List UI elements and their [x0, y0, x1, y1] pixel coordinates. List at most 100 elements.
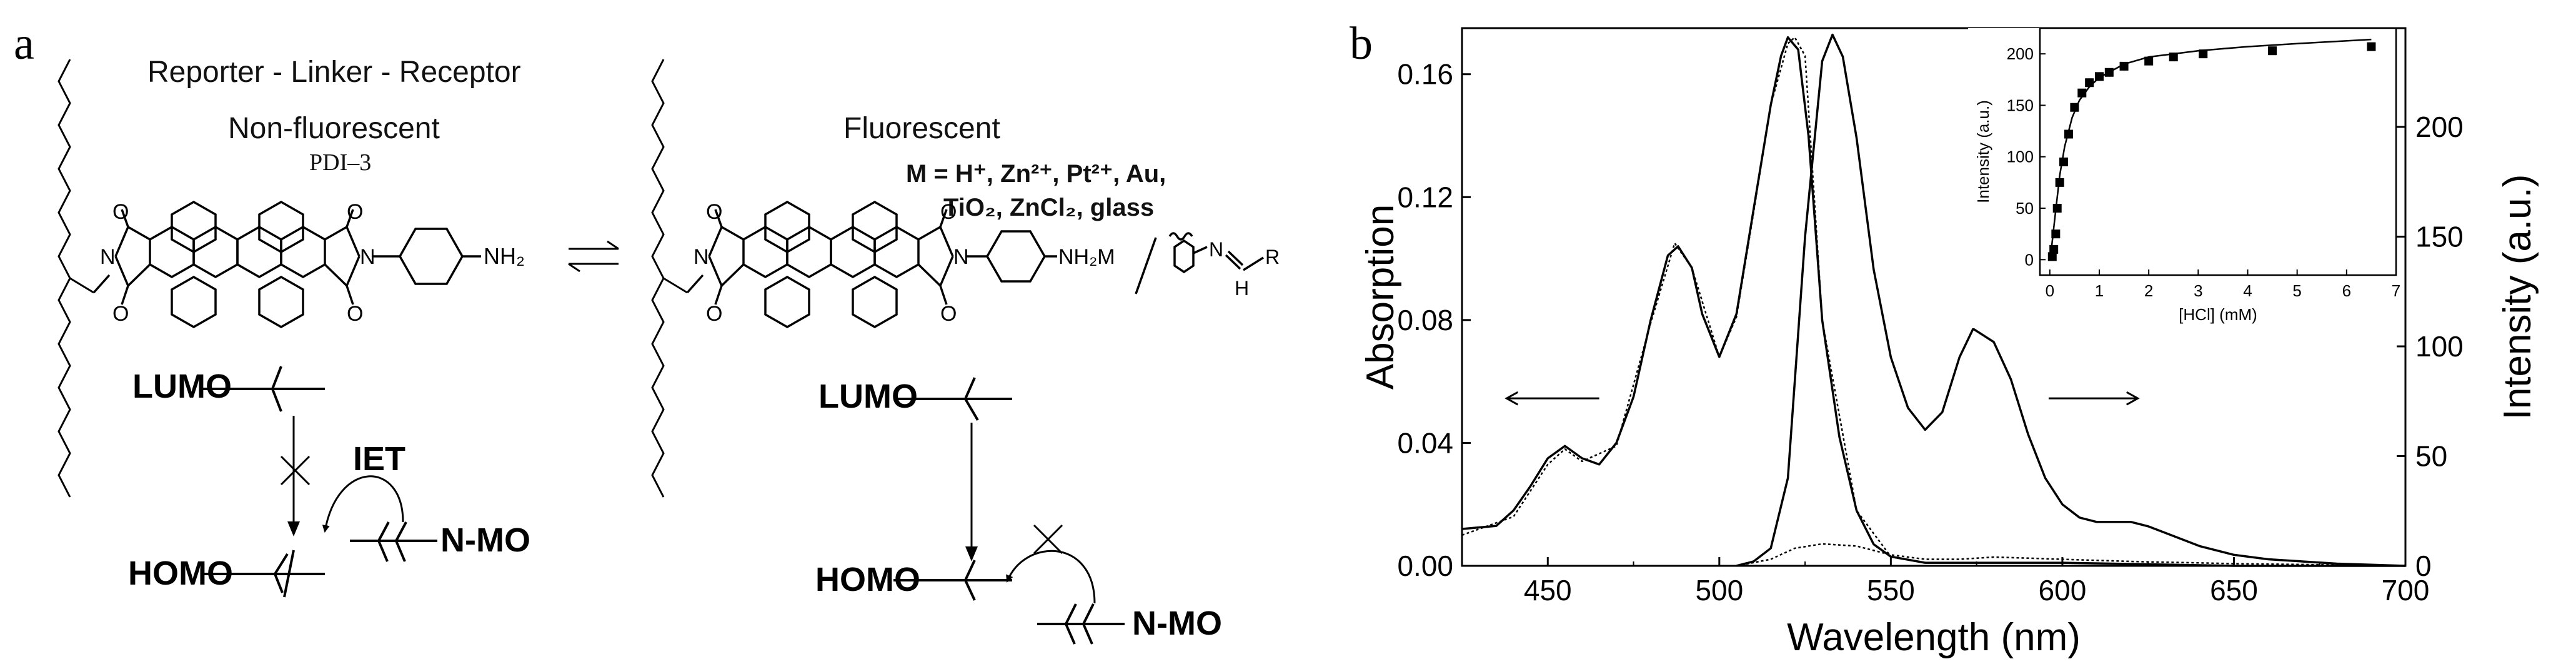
y-axis-label: Absorption [1359, 204, 1402, 390]
energy-diagram-right [893, 377, 1125, 645]
imine-r-label: R [1265, 246, 1280, 268]
equilibrium-arrows [568, 240, 619, 273]
inset-plot: 0 1 2 3 4 5 6 7 0 50 100 150 200 [HCl] (mM) Intensity … [1968, 27, 2400, 328]
right-axis-arrowhead [2126, 391, 2140, 406]
x-tick-label: 500 [1695, 574, 1743, 606]
x-tick-label: 450 [1524, 574, 1572, 606]
inset-y-tick-label: 200 [2007, 44, 2034, 63]
carbonyl-o-6: O [706, 302, 722, 326]
inset-data-point [2059, 157, 2068, 166]
inset-data-point [2049, 244, 2059, 254]
scheme-drawing: O O O O N N NH₂ [57, 59, 1280, 645]
inset-y-axis-label: Intensity (a.u.) [1974, 100, 1992, 203]
inset-data-point [2085, 78, 2094, 88]
inset-y-tick-label: 150 [2007, 96, 2034, 114]
inset-data-point [2055, 178, 2064, 187]
imide-n-3: N [694, 245, 709, 269]
nh2-label: NH₂ [484, 243, 525, 269]
metals-line-1: M = H⁺, Zn²⁺, Pt²⁺, Au, [906, 160, 1166, 188]
carbonyl-o-8: O [940, 302, 957, 326]
imine-n-label: N [1209, 238, 1223, 261]
imine-h-label: H [1235, 277, 1249, 299]
inset-x-axis-label: [HCl] (mM) [2179, 305, 2257, 324]
nmo-label-right: N-MO [1132, 605, 1222, 642]
homo-label-left: HOMO [128, 555, 233, 592]
y2-tick-label: 100 [2415, 330, 2464, 363]
carbonyl-o-4: O [347, 302, 363, 326]
lumo-label-left: LUMO [132, 368, 232, 405]
spectra-chart: 450 500 550 600 650 7000.000.040.080.120.1605… [1359, 27, 2539, 659]
panel-a: a Reporter - Linker - Receptor Non-fluor… [14, 18, 1280, 645]
y-tick-label: 0.12 [1397, 181, 1453, 213]
inset-data-point [2104, 68, 2114, 77]
inset-data-point [2169, 53, 2178, 62]
main-plot: 450 500 550 600 650 7000.000.040.080.120.1605… [1359, 27, 2539, 659]
y2-tick-label: 0 [2415, 550, 2432, 582]
inset-y-tick-label: 100 [2007, 148, 2034, 166]
alkyl-chain-right [651, 59, 665, 498]
pdi-molecule-right [686, 200, 1264, 329]
imide-n-4: N [953, 245, 969, 269]
nmo-label-left: N-MO [440, 521, 530, 559]
y2-tick-label: 200 [2415, 111, 2464, 143]
imide-n-1: N [100, 245, 116, 269]
inset-y-tick-label: 50 [2016, 199, 2034, 218]
inset-data-point [2268, 46, 2277, 56]
inset-x-tick-label: 2 [2144, 281, 2153, 300]
compound-label: PDI–3 [309, 149, 372, 176]
inset-data-point [2064, 129, 2073, 139]
homo-label-right: HOMO [815, 561, 920, 598]
lumo-label-right: LUMO [818, 378, 918, 415]
x-tick-label: 700 [2382, 574, 2430, 606]
right-state-label: Fluorescent [843, 112, 1000, 145]
inset-fit-curve [2050, 38, 2372, 255]
x-tick-label: 650 [2210, 574, 2258, 606]
x-axis-label: Wavelength (nm) [1787, 616, 2081, 659]
inset-x-tick-label: 1 [2095, 281, 2104, 300]
nh2m-label: NH₂M [1058, 245, 1115, 269]
imide-n-2: N [360, 245, 375, 269]
scheme-title: Reporter - Linker - Receptor [147, 56, 521, 89]
carbonyl-o-5: O [706, 200, 722, 224]
y-tick-label: 0.08 [1397, 304, 1453, 336]
y2-axis-label: Intensity (a.u.) [2496, 174, 2539, 420]
inset-data-point [2047, 252, 2057, 261]
carbonyl-o-3: O [347, 200, 363, 224]
inset-x-tick-label: 6 [2342, 281, 2351, 300]
metals-line-2: TiO₂, ZnCl₂, glass [943, 194, 1155, 221]
series-line-4 [1736, 543, 2406, 567]
panel-a-label: a [14, 18, 34, 69]
inset-data-point [2051, 229, 2061, 239]
y-tick-label: 0.00 [1397, 550, 1453, 582]
inset-data-point [2367, 42, 2376, 51]
inset-data-point [2199, 49, 2208, 59]
inset-data-point [2144, 56, 2154, 66]
inset-x-tick-label: 5 [2292, 281, 2301, 300]
inset-data-point [2070, 103, 2079, 112]
panel-b-label: b [1350, 18, 1373, 69]
series-line-3 [1461, 36, 1926, 564]
y-tick-label: 0.16 [1397, 58, 1453, 91]
pdi-molecule-left [92, 200, 481, 329]
inset-x-tick-label: 0 [2046, 281, 2054, 300]
series-line-2 [1736, 33, 2406, 567]
inset-frame [2039, 27, 2397, 276]
left-state-label: Non-fluorescent [228, 112, 440, 145]
plot-frame [1461, 27, 2407, 567]
inset-background [1968, 28, 2396, 328]
x-tick-label: 550 [1867, 574, 1915, 606]
y2-tick-label: 150 [2415, 220, 2464, 253]
inset-y-tick-label: 0 [2025, 250, 2034, 269]
inset-x-tick-label: 3 [2194, 281, 2202, 300]
x-tick-label: 600 [2039, 574, 2087, 606]
inset-data-point [2077, 88, 2087, 98]
inset-data-point [2095, 72, 2104, 81]
carbonyl-o-2: O [112, 302, 129, 326]
left-axis-arrowhead [1504, 391, 1519, 406]
alkyl-chain-left [57, 59, 71, 498]
energy-diagram-left [203, 366, 437, 598]
y2-tick-label: 50 [2415, 440, 2447, 472]
inset-data-point [2119, 61, 2129, 71]
inset-x-tick-label: 4 [2243, 281, 2252, 300]
carbonyl-o-7: O [940, 200, 957, 224]
